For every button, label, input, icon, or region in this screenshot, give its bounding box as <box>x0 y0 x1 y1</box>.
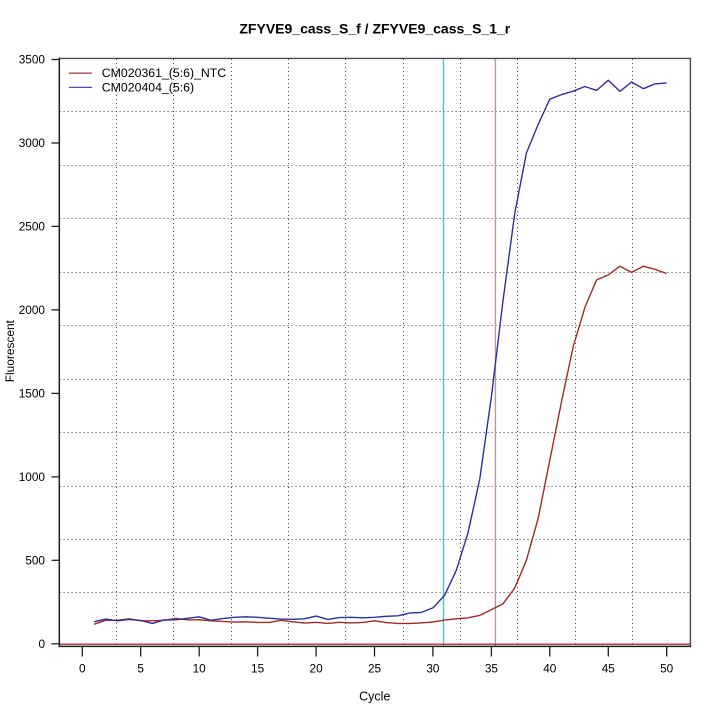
svg-text:25: 25 <box>368 662 382 676</box>
svg-text:3000: 3000 <box>19 136 46 150</box>
svg-text:1500: 1500 <box>19 387 46 401</box>
svg-text:40: 40 <box>543 662 557 676</box>
svg-text:Fluorescent: Fluorescent <box>3 319 17 382</box>
svg-text:500: 500 <box>25 553 45 567</box>
svg-text:0: 0 <box>79 662 86 676</box>
svg-text:0: 0 <box>38 637 45 651</box>
svg-text:2000: 2000 <box>19 303 46 317</box>
svg-text:1000: 1000 <box>19 470 46 484</box>
svg-text:ZFYVE9_cass_S_f / ZFYVE9_cass_: ZFYVE9_cass_S_f / ZFYVE9_cass_S_1_r <box>239 21 510 37</box>
svg-text:30: 30 <box>426 662 440 676</box>
svg-text:CM020361_(5:6)_NTC: CM020361_(5:6)_NTC <box>102 66 227 80</box>
svg-text:Cycle: Cycle <box>359 689 390 703</box>
svg-text:35: 35 <box>485 662 499 676</box>
svg-text:50: 50 <box>660 662 674 676</box>
svg-text:20: 20 <box>310 662 324 676</box>
svg-text:15: 15 <box>251 662 265 676</box>
svg-text:45: 45 <box>602 662 616 676</box>
svg-text:CM020404_(5:6): CM020404_(5:6) <box>102 81 194 95</box>
svg-text:5: 5 <box>137 662 144 676</box>
svg-text:2500: 2500 <box>19 220 46 234</box>
svg-text:10: 10 <box>193 662 207 676</box>
svg-text:3500: 3500 <box>19 53 46 67</box>
